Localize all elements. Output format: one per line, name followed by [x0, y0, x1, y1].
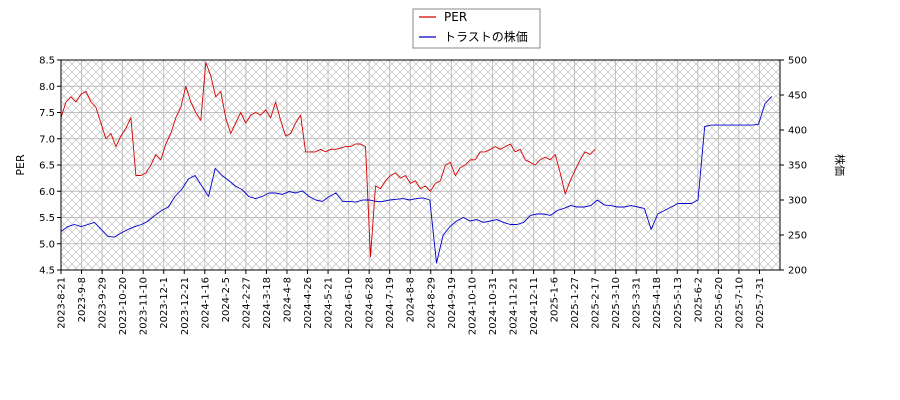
x-tick-label: 2024-2-5: [221, 277, 232, 322]
x-axis: 2023-8-21 2023-9-8 2023-9-29 2023-10-20 2023…: [57, 270, 766, 335]
right-tick-label: 500: [788, 56, 807, 67]
x-tick-label: 2025-6-20: [714, 277, 725, 329]
x-tick-label: 2025-5-13: [673, 277, 684, 329]
x-tick-label: 2023-10-20: [118, 277, 129, 335]
right-tick-label: 200: [788, 266, 807, 277]
series-line-price: [60, 96, 773, 264]
x-tick-label: 2024-12-11: [529, 277, 540, 335]
x-tick-label: 2024-4-26: [303, 277, 314, 329]
x-tick-label: 2024-7-19: [385, 277, 396, 329]
left-tick-label: 8.0: [39, 82, 55, 93]
left-tick-label: 7.5: [39, 108, 55, 119]
right-tick-label: 400: [788, 126, 807, 137]
x-tick-label: 2024-11-21: [508, 277, 519, 335]
right-tick-label: 250: [788, 231, 807, 242]
x-tick-label: 2025-7-31: [755, 277, 766, 329]
x-tick-label: 2025-3-31: [632, 277, 643, 329]
x-tick-label: 2023-11-10: [139, 277, 150, 335]
right-tick-label: 300: [788, 196, 807, 207]
x-tick-label: 2023-8-21: [57, 277, 68, 329]
right-tick-label: 450: [788, 91, 807, 102]
x-tick-label: 2025-6-2: [693, 277, 704, 322]
x-tick-label: 2024-6-28: [365, 277, 376, 329]
x-tick-label: 2025-7-10: [734, 277, 745, 329]
x-tick-label: 2023-9-29: [98, 277, 109, 329]
left-tick-label: 6.0: [39, 187, 55, 198]
x-tick-label: 2023-12-21: [180, 277, 191, 335]
legend-price-label: トラストの株価: [444, 29, 528, 44]
left-tick-label: 4.5: [39, 266, 55, 277]
x-tick-label: 2025-2-17: [591, 277, 602, 329]
x-tick-label: 2025-1-27: [570, 277, 581, 329]
x-tick-label: 2024-1-16: [200, 277, 211, 329]
x-tick-label: 2023-12-1: [159, 277, 170, 329]
right-tick-label: 350: [788, 161, 807, 172]
legend-per-label: PER: [444, 10, 467, 24]
left-tick-label: 5.5: [39, 213, 55, 224]
left-tick-label: 5.0: [39, 239, 55, 250]
left-tick-label: 8.5: [39, 56, 55, 67]
x-tick-label: 2024-8-29: [426, 277, 437, 329]
x-tick-label: 2024-2-27: [241, 277, 252, 329]
x-tick-label: 2024-10-31: [488, 277, 499, 335]
x-tick-label: 2024-4-8: [282, 277, 293, 322]
x-tick-label: 2024-9-19: [447, 277, 458, 329]
x-tick-label: 2025-1-6: [550, 277, 561, 322]
series-line-per: [60, 62, 596, 258]
x-tick-label: 2024-8-8: [406, 277, 417, 322]
x-tick-label: 2025-4-18: [652, 277, 663, 329]
right-axis-title: 株価: [833, 154, 847, 176]
legend: PER トラストの株価: [412, 8, 541, 49]
x-tick-label: 2024-5-21: [324, 277, 335, 329]
x-tick-label: 2024-6-10: [344, 277, 355, 329]
x-tick-label: 2024-3-18: [262, 277, 273, 329]
legend-box: [412, 8, 541, 49]
series-layer: [60, 62, 773, 264]
left-axis-title: PER: [14, 154, 27, 176]
left-axis: 4.5 5.0 5.5 6.0 6.5 7.0 7.5 8.0 8.5: [39, 56, 61, 277]
left-tick-label: 6.5: [39, 161, 55, 172]
x-tick-label: 2023-9-8: [77, 277, 88, 322]
x-tick-label: 2025-3-10: [611, 277, 622, 329]
left-tick-label: 7.0: [39, 134, 55, 145]
right-axis: 200 250 300 350 400 450 500: [780, 56, 807, 277]
x-tick-label: 2024-10-10: [467, 277, 478, 335]
